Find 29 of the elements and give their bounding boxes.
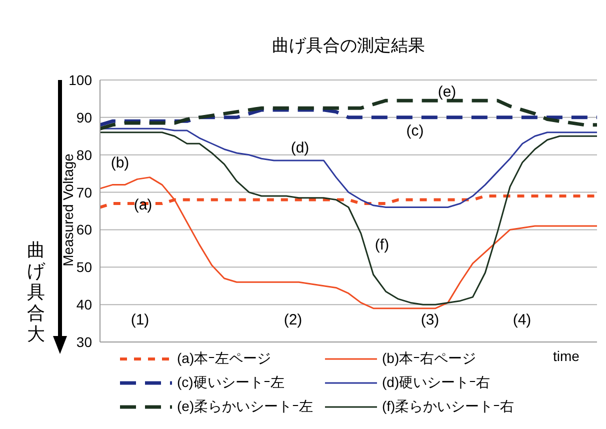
legend-label: (d)硬いシートｰ右 [382,374,490,392]
y-axis-title: Measured Voltage [60,154,76,266]
text: 曲げ具合大 [26,240,46,345]
legend-label: (b)本ｰ右ページ [382,350,476,368]
legend-label: (f)柔らかいシートｰ右 [382,398,514,416]
legend-label: (e)柔らかいシートｰ左 [177,398,314,416]
y-tick-label: 100 [68,72,92,88]
annotation: (4) [512,312,532,328]
legend-label: (c)硬いシートｰ左 [177,374,284,392]
y-tick-label: 50 [76,259,92,276]
annotation: (e) [438,84,456,100]
annotation: (c) [406,122,424,140]
legend-label: (a)本ｰ左ページ [177,350,272,368]
annotation: (d) [290,140,310,156]
annotation: (1) [130,312,150,328]
y-tick-label: 40 [76,296,92,313]
y-tick-label: 70 [76,184,92,200]
annotation: (b) [110,154,130,172]
y-tick-label: 90 [76,109,92,126]
chart-title: 曲げ具合の測定結果 [271,35,426,57]
y-tick-label: 30 [76,334,92,350]
line-series [99,176,598,310]
annotation: (a) [134,196,152,214]
annotation: (f) [374,236,390,254]
x-axis-title: time [553,348,580,364]
y-tick-label: 60 [76,222,92,238]
annotation: (3) [420,312,440,328]
annotation: (2) [284,312,302,328]
y-tick-label: 80 [76,146,92,163]
